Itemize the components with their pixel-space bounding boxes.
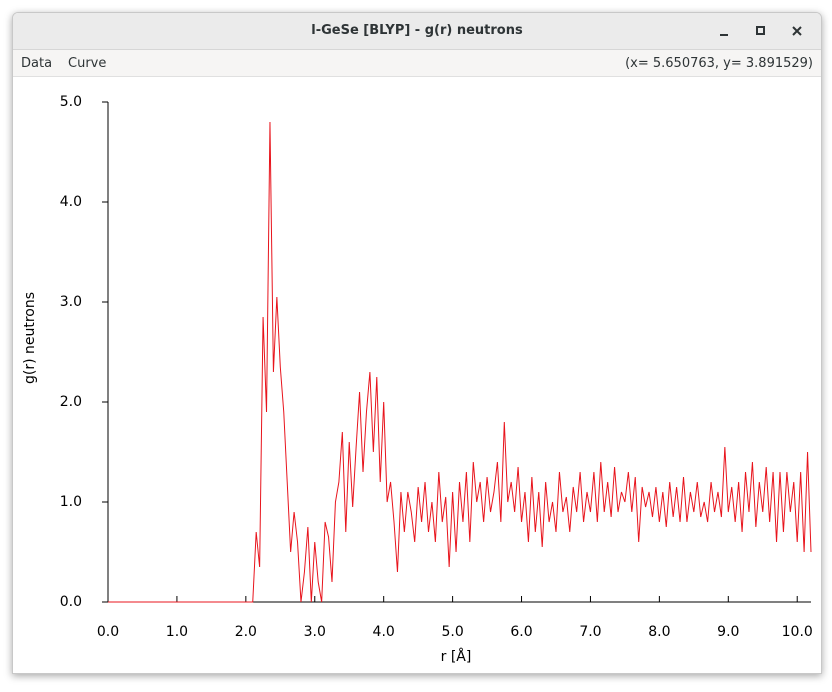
y-tick-label: 3.0	[60, 294, 82, 310]
menu-bar: Data Curve (x= 5.650763, y= 3.891529)	[13, 50, 821, 77]
x-tick-label: 0.0	[97, 624, 119, 640]
y-tick-label: 0.0	[60, 594, 82, 610]
data-line	[108, 121, 812, 603]
y-tick-label: 4.0	[60, 194, 82, 210]
x-axis-label: r [Å]	[441, 648, 472, 665]
y-tick-label: 2.0	[60, 394, 82, 410]
menu-item[interactable]: Data	[21, 56, 53, 71]
x-tick-label: 2.0	[235, 624, 257, 640]
x-tick-label: 9.0	[717, 624, 739, 640]
y-tick-label: 5.0	[60, 94, 82, 110]
y-axis-label: g(r) neutrons	[22, 292, 38, 384]
x-tick-label: 10.0	[782, 624, 813, 640]
close-button[interactable]	[792, 26, 802, 36]
window-controls	[720, 26, 802, 36]
window-title: l-GeSe [BLYP] - g(r) neutrons	[311, 23, 523, 38]
y-tick-label: 1.0	[60, 494, 82, 510]
x-tick-label: 3.0	[304, 624, 326, 640]
x-tick-label: 6.0	[510, 624, 532, 640]
x-tick-label: 1.0	[166, 624, 188, 640]
x-tick-label: 7.0	[579, 624, 601, 640]
x-tick-label: 8.0	[648, 624, 670, 640]
title-bar: l-GeSe [BLYP] - g(r) neutrons	[13, 13, 821, 50]
x-tick-label: 5.0	[441, 624, 463, 640]
cursor-coordinates: (x= 5.650763, y= 3.891529)	[625, 56, 813, 71]
menu-item[interactable]: Curve	[68, 56, 107, 71]
maximize-button[interactable]	[756, 26, 765, 35]
x-tick-label: 4.0	[373, 624, 395, 640]
window: l-GeSe [BLYP] - g(r) neutrons Data Curve…	[12, 12, 822, 674]
